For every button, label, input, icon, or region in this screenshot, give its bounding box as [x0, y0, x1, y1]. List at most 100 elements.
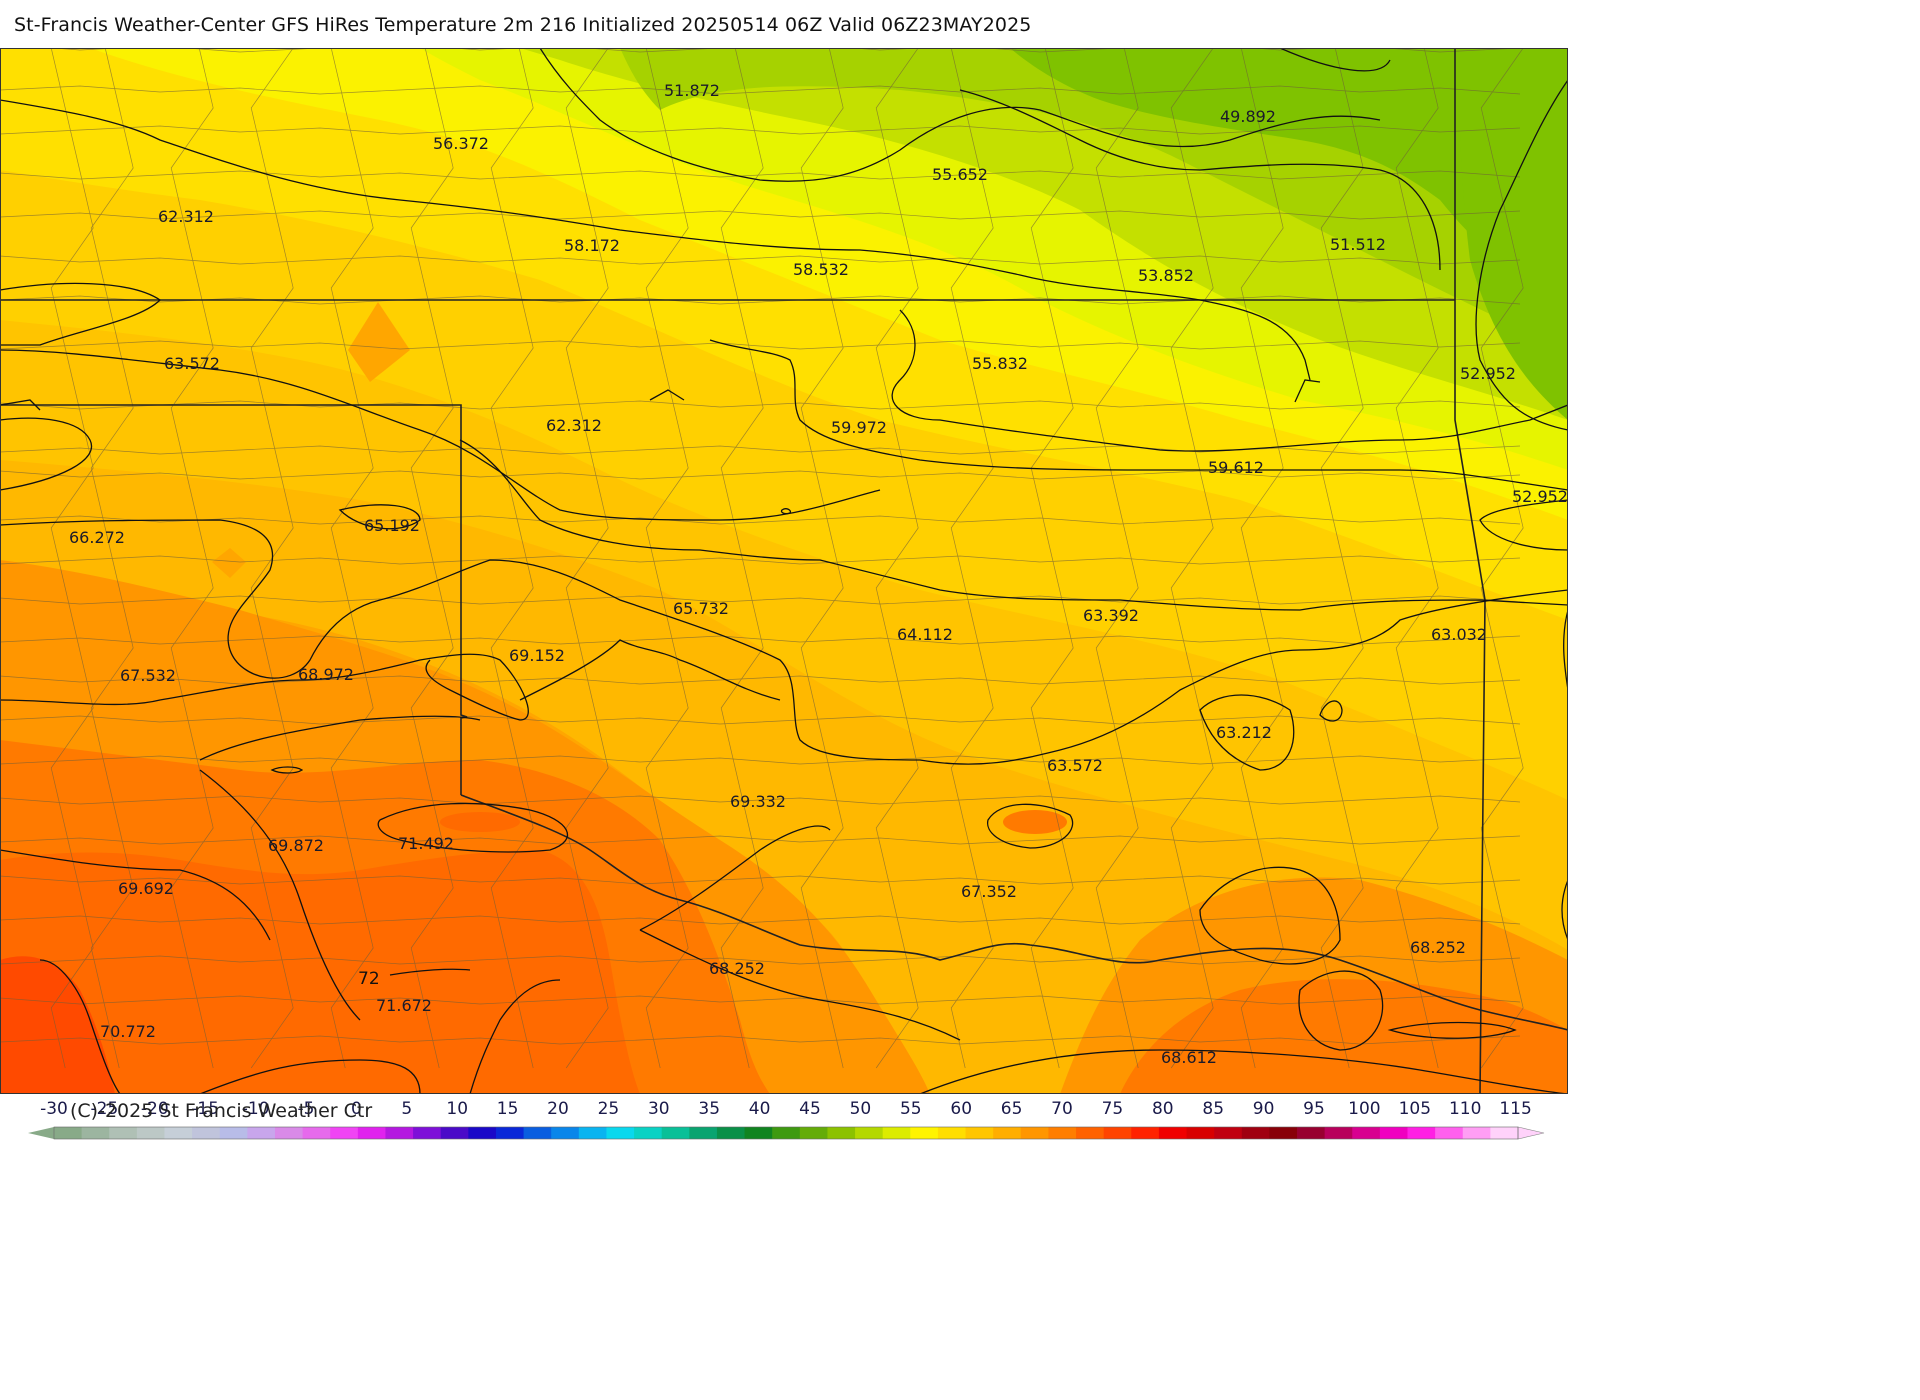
colorbar-cell	[910, 1127, 939, 1139]
colorbar-tick-label: 75	[1102, 1099, 1124, 1119]
county-boundaries	[0, 48, 1524, 1069]
temperature-label: 51.512	[1330, 235, 1386, 254]
colorbar-cell	[164, 1127, 193, 1139]
map-frame	[0, 48, 1568, 1094]
temperature-label: 59.972	[831, 418, 887, 437]
colorbar-tick-label: 90	[1253, 1099, 1275, 1119]
temperature-label: 56.372	[433, 134, 489, 153]
temperature-label: 55.832	[972, 354, 1028, 373]
colorbar-cell	[54, 1127, 83, 1139]
temperature-label: 69.872	[268, 836, 324, 855]
colorbar-cell	[109, 1127, 138, 1139]
colorbar-tick-label: 50	[850, 1099, 872, 1119]
colorbar-cell	[1103, 1127, 1132, 1139]
temperature-label: 63.212	[1216, 723, 1272, 742]
colorbar-outline	[53, 1126, 1519, 1140]
colorbar-cells	[28, 1126, 1545, 1140]
colorbar-cell	[274, 1127, 304, 1139]
temperature-label: 71.672	[376, 996, 432, 1015]
band-48	[1010, 48, 1568, 310]
temperature-label: 63.032	[1431, 625, 1487, 644]
colorbar-cell	[606, 1127, 635, 1139]
colorbar-cell	[1158, 1127, 1188, 1139]
colorbar-tick-label: 70	[1051, 1099, 1073, 1119]
colorbar-cell	[385, 1127, 414, 1139]
colorbar-tick-label: 100	[1348, 1099, 1380, 1119]
colorbar-tick-label: 5	[401, 1099, 412, 1119]
temperature-label: 58.172	[564, 236, 620, 255]
colorbar-cell	[551, 1127, 580, 1139]
colorbar-cell	[81, 1127, 110, 1139]
colorbar-max-arrow	[1517, 1126, 1545, 1140]
colorbar-tick-label: 40	[749, 1099, 771, 1119]
colorbar-cell	[827, 1127, 856, 1139]
temperature-label: 68.612	[1161, 1048, 1217, 1067]
temperature-label: 52.952	[1460, 364, 1516, 383]
colorbar-cell	[634, 1127, 663, 1139]
colorbar-tick-label: 35	[698, 1099, 720, 1119]
temperature-label: 63.572	[1047, 756, 1103, 775]
colorbar-cell	[716, 1127, 746, 1139]
temperature-label: 69.152	[509, 646, 565, 665]
temperature-label: 63.392	[1083, 606, 1139, 625]
colorbar-tick-label: 95	[1303, 1099, 1325, 1119]
colorbar-tick-label: 20	[547, 1099, 569, 1119]
colorbar-tick-label: 0	[351, 1099, 362, 1119]
colorbar-cell	[1214, 1127, 1243, 1139]
colorbar-tick-label: -10	[242, 1099, 270, 1119]
colorbar-tick-label: 110	[1449, 1099, 1481, 1119]
colorbar-cell	[937, 1127, 967, 1139]
colorbar-cell	[219, 1127, 248, 1139]
temperature-label: 67.352	[961, 882, 1017, 901]
colorbar-tick-label: 25	[598, 1099, 620, 1119]
colorbar-cell	[1076, 1127, 1105, 1139]
colorbar-tick-labels: -30 -25 -20 -15 -10 -5 0 5 10 15 20 25 30 35 40 45 50 55 6…	[40, 1099, 1532, 1119]
colorbar-cell	[357, 1127, 386, 1139]
temperature-label: 65.192	[364, 516, 420, 535]
colorbar-cell	[1020, 1127, 1049, 1139]
copyright-notice: (C)-2025 St Francis Weather Ctr	[70, 1100, 373, 1122]
colorbar-tick-label: 15	[497, 1099, 519, 1119]
colorbar-cell	[330, 1127, 359, 1139]
temperature-label: 51.872	[664, 81, 720, 100]
colorbar-cell	[855, 1127, 884, 1139]
temperature-label: 62.312	[546, 416, 602, 435]
isotherm-contours	[0, 48, 1568, 1094]
band-72-spot	[440, 812, 520, 832]
colorbar-cell	[302, 1127, 331, 1139]
colorbar-cell	[192, 1127, 221, 1139]
temperature-label: 55.652	[932, 165, 988, 184]
colorbar-cell	[413, 1127, 442, 1139]
colorbar-cell	[799, 1127, 828, 1139]
colorbar-cell	[247, 1127, 276, 1139]
colorbar-tick-label: 115	[1499, 1099, 1531, 1119]
colorbar-cell	[468, 1127, 497, 1139]
temperature-label: 68.252	[1410, 938, 1466, 957]
colorbar-tick-label: 65	[1001, 1099, 1023, 1119]
colorbar-cell	[965, 1127, 994, 1139]
temperature-fill-bands	[0, 48, 1568, 1094]
colorbar-cell	[1324, 1127, 1353, 1139]
colorbar-cell	[1462, 1127, 1491, 1139]
band-64-spot	[318, 540, 380, 578]
temperature-label: 67.532	[120, 666, 176, 685]
state-boundaries	[0, 48, 1568, 1094]
band-66-spot-a	[348, 302, 410, 382]
temperature-label: 68.252	[709, 959, 765, 978]
temperature-label: 53.852	[1138, 266, 1194, 285]
colorbar-cell	[1297, 1127, 1326, 1139]
band-47-right	[1459, 48, 1568, 420]
colorbar-tick-label: -25	[91, 1099, 119, 1119]
colorbar-cell	[661, 1127, 690, 1139]
temperature-labels: 51.872 49.892 56.372 55.652 62.312 58.172 58.5…	[69, 81, 1568, 1067]
temperature-map[interactable]: 51.872 49.892 56.372 55.652 62.312 58.172 58.5…	[0, 48, 1568, 1094]
colorbar-cell	[993, 1127, 1022, 1139]
band-74	[0, 956, 115, 1094]
colorbar-cell	[1186, 1127, 1215, 1139]
colorbar-cell	[744, 1127, 773, 1139]
colorbar-cell	[772, 1127, 801, 1139]
temperature-label: 71.492	[398, 834, 454, 853]
colorbar-cell	[440, 1127, 469, 1139]
temperature-label: 58.532	[793, 260, 849, 279]
colorbar-cell	[1352, 1127, 1381, 1139]
